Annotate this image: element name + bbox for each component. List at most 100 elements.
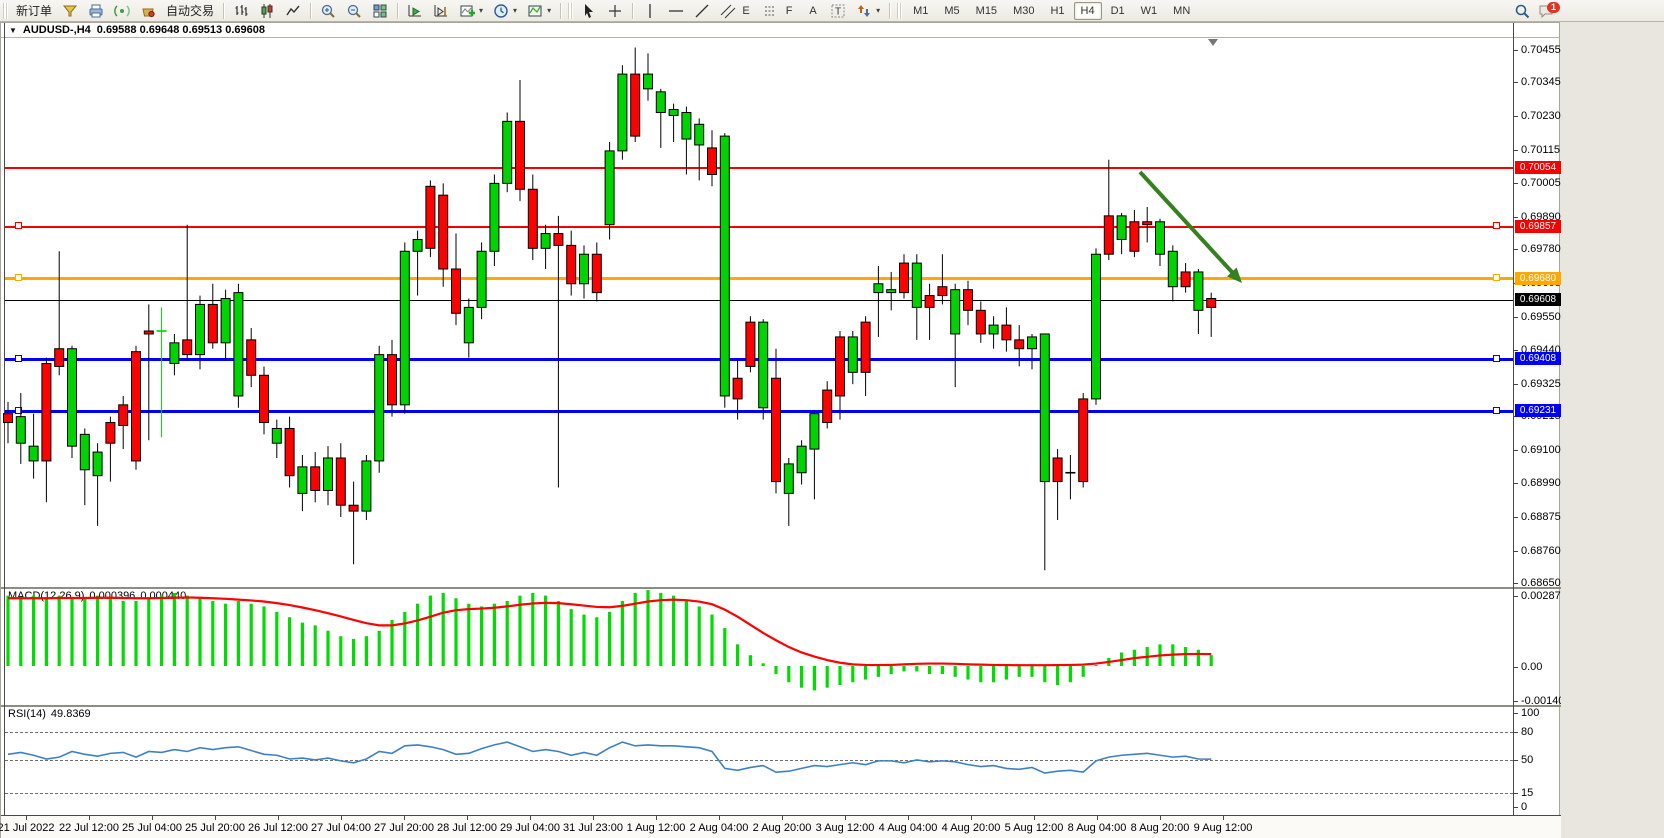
market-button[interactable] [135, 1, 161, 21]
cursor-tool-button[interactable] [576, 1, 602, 21]
toolbar-grip[interactable] [897, 2, 903, 19]
horizontal-line-tool-button[interactable] [663, 1, 689, 21]
time-tick-mark [845, 816, 846, 820]
timeframe-button-D1[interactable]: D1 [1110, 4, 1125, 17]
hline-0.69231[interactable] [5, 409, 1513, 413]
rsi-tick-mark [1513, 760, 1518, 761]
hline-0.70054[interactable] [5, 167, 1513, 170]
timeframe-button-M1[interactable]: M1 [913, 4, 929, 17]
timeframe-button-M15[interactable]: M15 [975, 4, 998, 17]
time-axis-label: 25 Jul 20:00 [185, 822, 245, 834]
add-indicator-icon [459, 3, 476, 19]
timeframe-button-W1[interactable]: W1 [1140, 4, 1158, 17]
price-tick-label: 0.68990 [1521, 476, 1561, 489]
macd-scale-label: 0.002873 [1521, 590, 1567, 602]
time-axis-strip [1, 815, 1561, 838]
time-axis-label: 21 Jul 2022 [0, 822, 55, 834]
zoom-out-button[interactable] [341, 1, 367, 21]
crosshair-tool-button[interactable] [602, 1, 628, 21]
tile-windows-button[interactable] [367, 1, 393, 21]
auto-trading-button[interactable]: 自动交易 [161, 1, 219, 21]
bar-chart-icon [233, 3, 249, 19]
time-tick-mark [1160, 816, 1161, 820]
chart-shift-button[interactable] [428, 1, 454, 21]
time-axis-label: 8 Aug 04:00 [1067, 822, 1127, 834]
bar-chart-mode-button[interactable] [228, 1, 254, 21]
hline-anchor[interactable] [15, 406, 22, 414]
timeframe-button-M30[interactable]: M30 [1013, 4, 1035, 17]
fibonacci-icon [763, 3, 779, 19]
timeframe-button-M5[interactable]: M5 [944, 4, 960, 17]
fibonacci-tool-button[interactable]: F [758, 1, 801, 21]
macd-histogram [6, 590, 1213, 691]
hline-anchor[interactable] [1493, 406, 1500, 414]
search-icon[interactable] [1514, 3, 1530, 19]
hline-anchor[interactable] [15, 274, 22, 282]
timeframe-button-H4[interactable]: H4 [1073, 1, 1102, 20]
time-axis-label: 3 Aug 12:00 [815, 822, 875, 834]
clock-icon [493, 3, 509, 19]
line-chart-mode-button[interactable] [280, 1, 306, 21]
arrows-tool-button[interactable]: ▾ [851, 1, 885, 21]
pane-splitter[interactable] [1, 587, 1561, 589]
rsi-scale-label: 100 [1521, 707, 1540, 719]
hline-0.69608[interactable] [5, 299, 1513, 301]
time-tick-mark [404, 816, 405, 820]
chart-symbol-period: AUDUSD-,H4 [22, 24, 91, 36]
time-tick-mark [782, 816, 783, 820]
price-badge: 0.69680 [1515, 271, 1561, 285]
time-tick-mark [1097, 816, 1098, 820]
vertical-line-icon [642, 3, 658, 19]
hline-0.69857[interactable] [5, 225, 1513, 228]
toolbar-separator [397, 2, 399, 19]
price-tick-label: 0.69550 [1521, 311, 1561, 324]
toolbar-grip[interactable] [3, 2, 8, 19]
tile-windows-icon [372, 3, 388, 19]
time-axis-label: 2 Aug 04:00 [689, 822, 749, 834]
hline-anchor[interactable] [1493, 354, 1500, 362]
hline-0.69680[interactable] [5, 277, 1513, 281]
price-tick-label: 0.68760 [1521, 544, 1561, 557]
zoom-in-button[interactable] [315, 1, 341, 21]
pane-splitter[interactable] [1, 705, 1561, 707]
layers-button[interactable] [57, 1, 83, 21]
arrow-annotation[interactable] [1138, 170, 1237, 277]
timeframe-button-MN[interactable]: MN [1173, 4, 1191, 17]
new-order-button[interactable]: 新订单 [11, 1, 57, 21]
label-tool-button[interactable]: T [825, 1, 851, 21]
chart-titlebar[interactable]: ▼ AUDUSD-,H4 0.69588 0.69648 0.69513 0.6… [1, 23, 1559, 38]
arrow-annotation-head[interactable] [1227, 267, 1242, 283]
hline-anchor[interactable] [1493, 274, 1500, 282]
macd-tick-mark [1513, 701, 1518, 702]
timeframe-button-H1[interactable]: H1 [1050, 4, 1065, 17]
price-tick-mark [1513, 516, 1518, 518]
arrows-tool-icon [856, 3, 872, 19]
notification-badge: 1 [1546, 2, 1560, 13]
auto-scroll-icon [407, 3, 423, 19]
macd-tick-mark [1513, 667, 1518, 668]
time-axis-label: 29 Jul 04:00 [500, 822, 560, 834]
trendline-tool-button[interactable] [689, 1, 715, 21]
channel-tool-button[interactable]: E [715, 1, 758, 21]
notifications-chat-icon[interactable]: 1 [1538, 2, 1560, 19]
price-tick-mark [1513, 550, 1518, 552]
hline-anchor[interactable] [1493, 222, 1500, 230]
candle-chart-mode-button[interactable] [254, 1, 280, 21]
shift-marker-icon[interactable] [1208, 39, 1218, 46]
chart-menu-caret-icon[interactable]: ▼ [9, 25, 17, 35]
indicators-button[interactable]: ▾ [454, 1, 488, 21]
print-button[interactable] [83, 1, 109, 21]
chart-ohlc-values: 0.69588 0.69648 0.69513 0.69608 [96, 24, 265, 36]
rsi-scale-label: 80 [1521, 725, 1534, 738]
signals-button[interactable] [109, 1, 135, 21]
templates-button[interactable]: ▾ [522, 1, 556, 21]
auto-scroll-button[interactable] [402, 1, 428, 21]
text-tool-button[interactable]: A [801, 1, 825, 21]
hline-anchor[interactable] [15, 222, 22, 230]
periods-button[interactable]: ▾ [488, 1, 522, 21]
time-tick-mark [530, 816, 531, 820]
hline-anchor[interactable] [15, 354, 22, 362]
toolbar-grip[interactable] [568, 2, 574, 19]
vertical-line-tool-button[interactable] [637, 1, 663, 21]
